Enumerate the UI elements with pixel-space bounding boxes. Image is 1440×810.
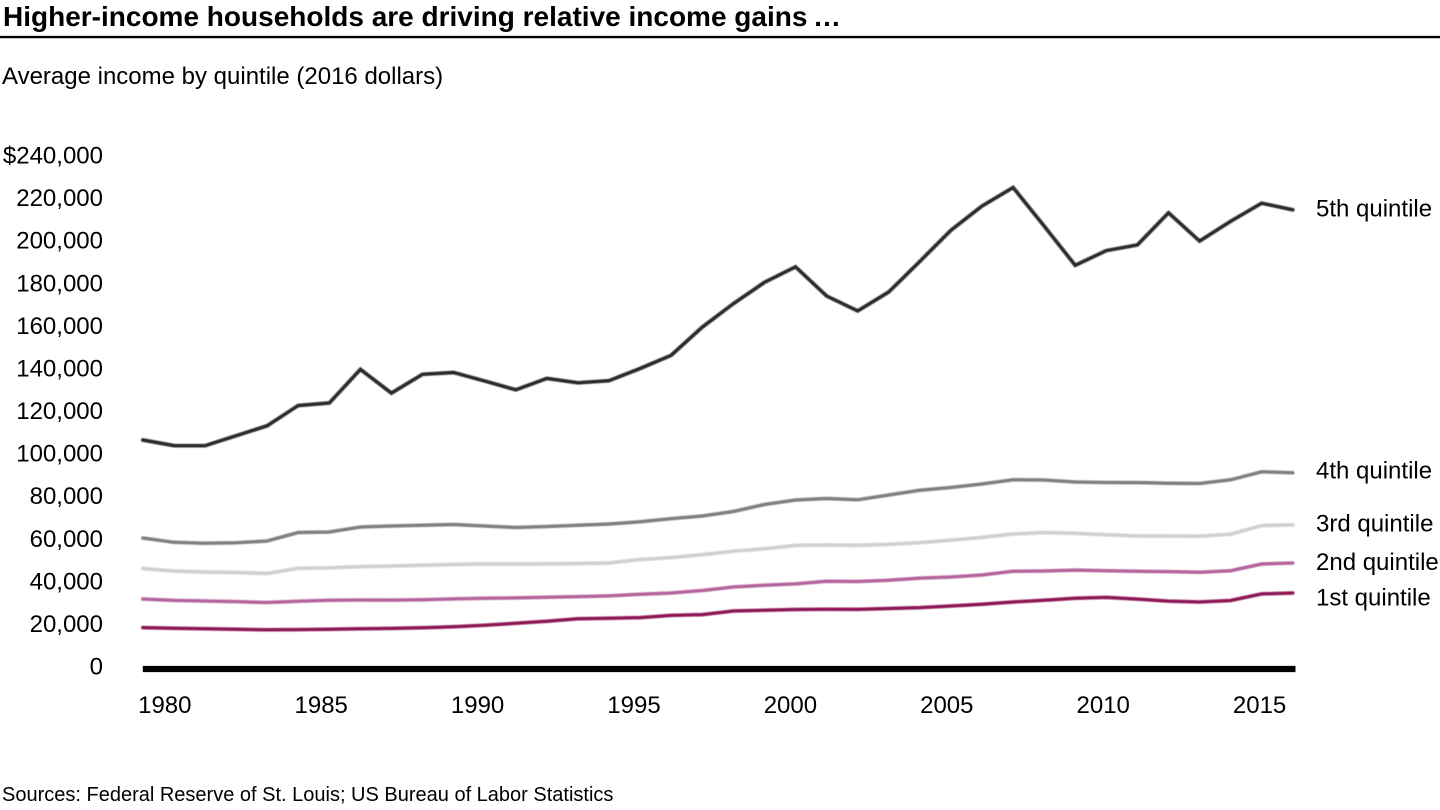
svg-text:100,000: 100,000 — [16, 441, 103, 468]
svg-text:200,000: 200,000 — [16, 228, 103, 255]
svg-text:1995: 1995 — [607, 692, 660, 719]
svg-text:Higher-income households are d: Higher-income households are driving rel… — [3, 1, 841, 32]
svg-text:1980: 1980 — [138, 692, 191, 719]
svg-text:$240,000: $240,000 — [3, 143, 103, 170]
svg-text:20,000: 20,000 — [30, 611, 103, 638]
svg-text:1985: 1985 — [295, 692, 348, 719]
svg-text:3rd quintile: 3rd quintile — [1316, 511, 1433, 538]
svg-text:40,000: 40,000 — [30, 568, 103, 595]
svg-text:Sources: Federal Reserve of St: Sources: Federal Reserve of St. Louis; U… — [2, 784, 613, 806]
svg-text:1990: 1990 — [451, 692, 504, 719]
svg-text:5th quintile: 5th quintile — [1316, 196, 1432, 223]
svg-text:1st quintile: 1st quintile — [1316, 585, 1431, 612]
svg-text:60,000: 60,000 — [30, 526, 103, 553]
svg-text:220,000: 220,000 — [16, 185, 103, 212]
svg-text:4th quintile: 4th quintile — [1316, 458, 1432, 485]
svg-text:2005: 2005 — [920, 692, 973, 719]
svg-text:2015: 2015 — [1233, 692, 1286, 719]
svg-text:80,000: 80,000 — [30, 483, 103, 510]
svg-text:2nd quintile: 2nd quintile — [1316, 549, 1439, 576]
svg-text:2000: 2000 — [764, 692, 817, 719]
svg-text:120,000: 120,000 — [16, 398, 103, 425]
svg-text:0: 0 — [90, 654, 103, 681]
svg-text:160,000: 160,000 — [16, 313, 103, 340]
svg-text:140,000: 140,000 — [16, 355, 103, 382]
svg-text:Average income by quintile (20: Average income by quintile (2016 dollars… — [2, 63, 443, 90]
svg-text:2010: 2010 — [1077, 692, 1130, 719]
svg-text:180,000: 180,000 — [16, 270, 103, 297]
